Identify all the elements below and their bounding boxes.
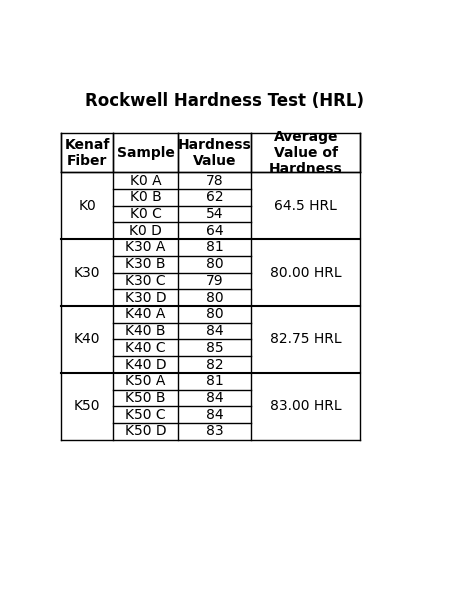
Text: Kenaf
Fiber: Kenaf Fiber bbox=[64, 137, 110, 168]
Text: K50 A: K50 A bbox=[126, 374, 166, 388]
Text: K50 D: K50 D bbox=[125, 424, 166, 439]
Text: K0 C: K0 C bbox=[130, 207, 162, 221]
Text: K30 A: K30 A bbox=[126, 240, 166, 255]
Text: 80: 80 bbox=[206, 308, 223, 321]
Text: 84: 84 bbox=[206, 408, 223, 422]
Text: K30 D: K30 D bbox=[125, 290, 166, 305]
Text: 81: 81 bbox=[206, 240, 223, 255]
Text: 81: 81 bbox=[206, 374, 223, 388]
Text: K40 A: K40 A bbox=[126, 308, 166, 321]
Text: K40 D: K40 D bbox=[125, 358, 166, 371]
Text: K50: K50 bbox=[74, 399, 100, 414]
Text: Hardness
Value: Hardness Value bbox=[178, 137, 251, 168]
Text: 82.75 HRL: 82.75 HRL bbox=[270, 333, 342, 346]
Text: 62: 62 bbox=[206, 190, 223, 204]
Text: Average
Value of
Hardness: Average Value of Hardness bbox=[269, 130, 343, 176]
Text: K40 C: K40 C bbox=[125, 341, 166, 355]
Text: K0 D: K0 D bbox=[129, 224, 162, 238]
Text: 54: 54 bbox=[206, 207, 223, 221]
Text: 64.5 HRL: 64.5 HRL bbox=[274, 199, 337, 212]
Text: K50 B: K50 B bbox=[126, 391, 166, 405]
Text: 64: 64 bbox=[206, 224, 223, 238]
Text: K0 A: K0 A bbox=[130, 174, 162, 187]
Text: 84: 84 bbox=[206, 391, 223, 405]
Text: 78: 78 bbox=[206, 174, 223, 187]
Text: K30 C: K30 C bbox=[125, 274, 166, 288]
Text: K30: K30 bbox=[74, 265, 100, 280]
Text: 83.00 HRL: 83.00 HRL bbox=[270, 399, 342, 414]
Text: K0 B: K0 B bbox=[130, 190, 162, 204]
Text: K40 B: K40 B bbox=[126, 324, 166, 338]
Text: 82: 82 bbox=[206, 358, 223, 371]
Text: K40: K40 bbox=[74, 333, 100, 346]
Text: K50 C: K50 C bbox=[125, 408, 166, 422]
Text: 83: 83 bbox=[206, 424, 223, 439]
Text: 85: 85 bbox=[206, 341, 223, 355]
Text: 80.00 HRL: 80.00 HRL bbox=[270, 265, 342, 280]
Text: Rockwell Hardness Test (HRL): Rockwell Hardness Test (HRL) bbox=[85, 92, 364, 110]
Text: 84: 84 bbox=[206, 324, 223, 338]
Text: K30 B: K30 B bbox=[126, 257, 166, 271]
Text: 80: 80 bbox=[206, 290, 223, 305]
Text: Sample: Sample bbox=[117, 146, 174, 159]
Text: K0: K0 bbox=[78, 199, 96, 212]
Text: 79: 79 bbox=[206, 274, 223, 288]
Text: 80: 80 bbox=[206, 257, 223, 271]
